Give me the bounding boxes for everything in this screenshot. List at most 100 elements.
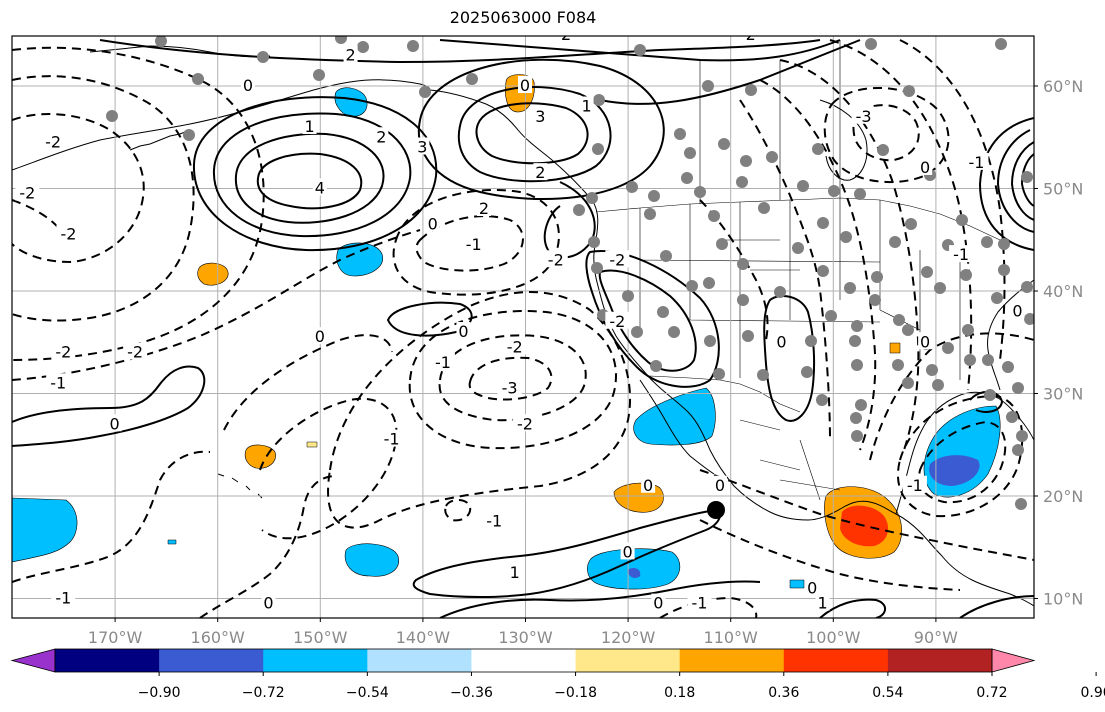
negative-contours [12,39,1034,618]
contour-label: -2 [55,343,71,362]
contour-label: -1 [384,430,400,449]
station-dot [648,190,660,202]
negative-contour [415,215,524,272]
station-dot [183,129,195,141]
station-dot [626,181,638,193]
positive-contour [256,152,363,210]
positive-contour [599,39,861,105]
latitude-label: 40°N [1043,282,1083,301]
negative-anomaly-region [12,497,78,563]
positive-contour [192,96,438,252]
station-dot [657,306,669,318]
station-dot [871,271,883,283]
station-dot [1012,382,1024,394]
latitude-label: 60°N [1043,77,1083,96]
station-dot [851,320,863,332]
contour-label-bg [815,593,830,611]
contour-label: 0 [243,76,253,95]
station-dot [335,36,347,44]
contour-label: -2 [60,225,76,244]
contour-label-bg [374,127,389,145]
station-dot [1021,281,1033,293]
station-dot [313,69,325,81]
baja-california [639,379,715,475]
contour-label-bg [476,199,491,216]
contour-label-bg [513,414,537,432]
station-dot [801,366,813,378]
negative-contour [869,332,1034,461]
station-dot [758,202,770,214]
station-dot [591,262,603,274]
station-dot [742,330,754,342]
contour-label: 0 [520,76,530,95]
negative-contour [199,475,337,618]
negative-contour [759,79,877,451]
station-dot [650,360,662,372]
station-dot [774,286,786,298]
political-borders [595,40,1001,501]
contour-label-bg [430,352,455,370]
positive-contour [996,129,1034,233]
station-dot [828,185,840,197]
negative-contour [899,39,1006,361]
station-dot [855,399,867,411]
station-dot [740,155,752,167]
contour-label: -2 [609,312,625,331]
station-dot [407,40,419,52]
station-dot [573,204,585,216]
contour-label: -2 [19,184,35,203]
contour-label-bg [415,137,430,155]
station-dot [622,290,634,302]
station-dot [419,86,431,98]
contour-label: -3 [856,107,872,126]
contour-label: -1 [953,245,969,264]
station-dot [960,269,972,281]
gulf-coastline [895,391,1034,515]
contour-label: -1 [435,353,451,372]
station-dot [1015,498,1027,510]
station-dot [668,326,680,338]
negative-contour [829,39,973,391]
positive-contour [585,250,720,388]
longitude-label: 160°W [191,628,246,647]
contour-label-bg [1010,301,1025,319]
contour-label-bg [620,542,635,560]
hudson-bay [819,99,868,181]
station-dot [905,218,917,230]
colorbar-tick-label: 0.36 [768,685,799,701]
colorbar: −0.90 −0.72 −0.54 −0.36 −0.18 0.18 0.36 0.54 0.7… [10,648,1105,701]
contour-label: 2 [376,127,386,146]
us-mexico-border [649,375,801,413]
negative-anomaly-region [167,539,177,545]
station-dot [588,236,600,248]
contour-label-bg [461,234,486,252]
contour-label-bg [533,163,548,181]
station-dot [684,147,696,159]
alaska-coastline [12,79,431,171]
station-dot [984,389,996,401]
contour-label: -1 [691,594,707,613]
station-dot [702,80,714,92]
station-dot [736,176,748,188]
station-dot [713,368,725,380]
positive-contour [1010,141,1034,221]
contour-label: 2 [479,199,489,218]
contour-label: 3 [535,107,545,126]
latitude-labels: 60°N 50°N 40°N 30°N 20°N 10°N [1043,77,1083,609]
contour-label-bg [964,152,989,170]
contour-label-bg [51,342,76,360]
contour-label: 2 [345,45,355,64]
negative-contour [779,59,920,451]
station-dot [982,354,994,366]
station-dot [631,326,643,338]
station-dot [825,310,837,322]
station-dot [851,430,863,442]
longitude-label: 140°W [396,628,451,647]
negative-contour [327,291,632,529]
contour-label-bg [579,96,594,114]
colorbar-segment [783,649,889,672]
longitude-label: 100°W [806,628,861,647]
contour-label: 0 [1012,302,1022,321]
contour-label-bg [502,337,527,355]
